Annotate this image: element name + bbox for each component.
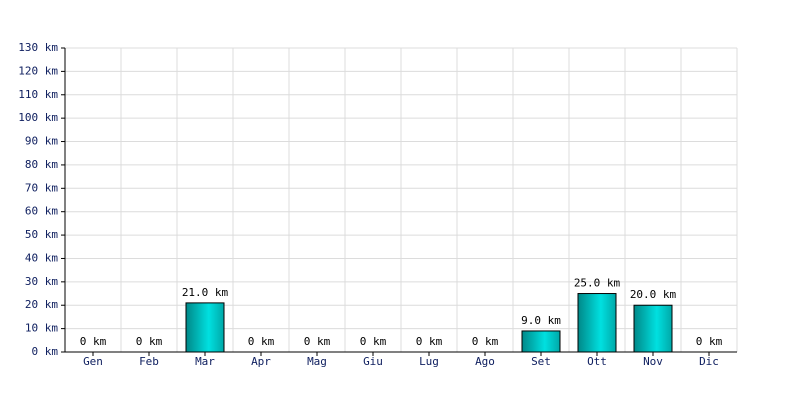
y-tick-label: 50 km <box>25 228 58 241</box>
y-tick-label: 70 km <box>25 181 58 194</box>
bar <box>185 302 225 353</box>
value-label: 20.0 km <box>630 288 677 301</box>
x-tick-label: Set <box>531 355 551 368</box>
y-tick-label: 80 km <box>25 158 58 171</box>
x-tick-label: Apr <box>251 355 271 368</box>
value-label: 0 km <box>80 335 107 348</box>
x-tick-label: Dic <box>699 355 719 368</box>
x-tick-label: Nov <box>643 355 663 368</box>
bar <box>577 293 617 353</box>
y-tick-label: 120 km <box>18 64 58 77</box>
y-tick-label: 60 km <box>25 205 58 218</box>
value-label: 0 km <box>696 335 723 348</box>
value-label: 25.0 km <box>574 277 621 290</box>
value-label: 0 km <box>472 335 499 348</box>
y-tick-label: 110 km <box>18 88 58 101</box>
value-label: 0 km <box>360 335 387 348</box>
value-label: 0 km <box>248 335 275 348</box>
x-tick-label: Gen <box>83 355 103 368</box>
x-tick-label: Feb <box>139 355 159 368</box>
y-tick-label: 90 km <box>25 135 58 148</box>
bar <box>521 330 561 353</box>
grid <box>65 47 738 353</box>
value-label: 0 km <box>304 335 331 348</box>
value-label: 9.0 km <box>521 314 561 327</box>
x-tick-label: Mar <box>195 355 215 368</box>
x-tick-label: Ago <box>475 355 495 368</box>
x-tick-label: Giu <box>363 355 383 368</box>
bar <box>633 304 673 353</box>
value-label: 0 km <box>416 335 443 348</box>
y-tick-label: 40 km <box>25 251 58 264</box>
y-tick-label: 20 km <box>25 298 58 311</box>
value-label: 21.0 km <box>182 286 229 299</box>
x-tick-label: Mag <box>307 355 327 368</box>
x-tick-label: Lug <box>419 355 439 368</box>
y-tick-label: 30 km <box>25 275 58 288</box>
y-tick-label: 10 km <box>25 322 58 335</box>
y-tick-label: 130 km <box>18 41 58 54</box>
y-tick-label: 0 km <box>32 345 59 358</box>
y-tick-label: 100 km <box>18 111 58 124</box>
x-tick-label: Ott <box>587 355 607 368</box>
value-label: 0 km <box>136 335 163 348</box>
